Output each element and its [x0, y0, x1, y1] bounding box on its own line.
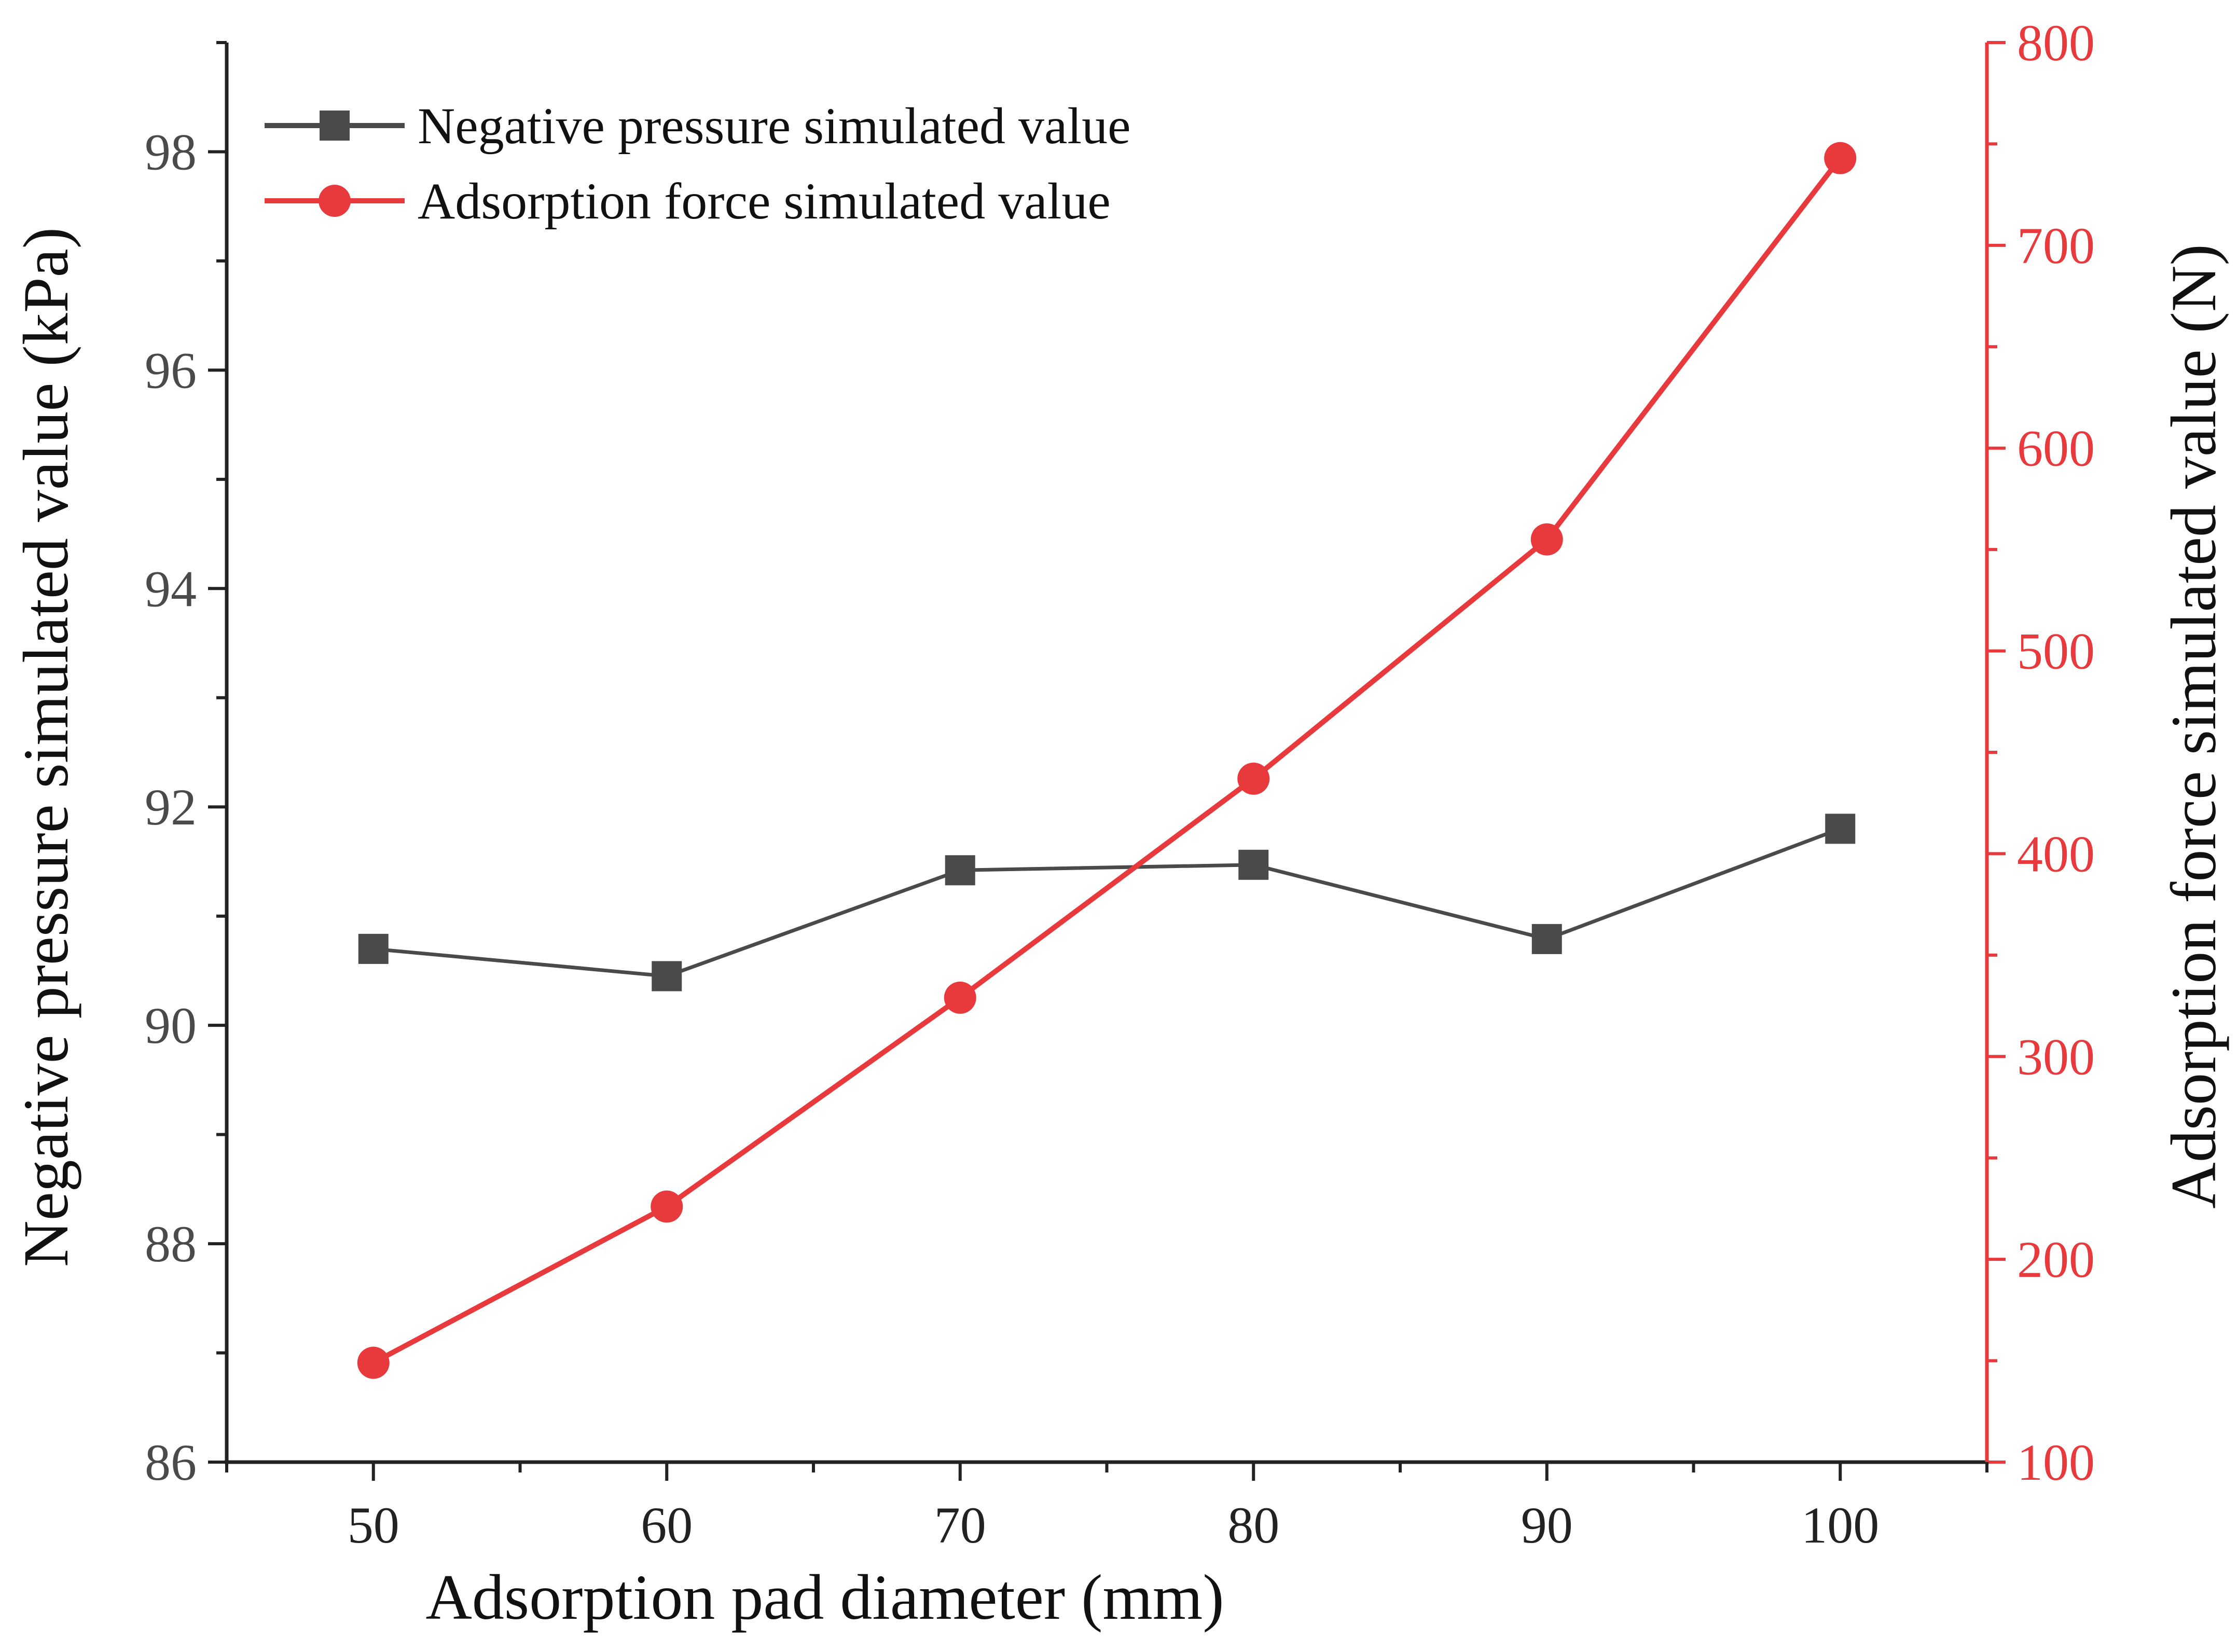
legend-entry-negative-pressure: Negative pressure simulated value: [265, 97, 1131, 155]
bottom-tick-label: 100: [1801, 1496, 1879, 1554]
bottom-tick-label: 70: [934, 1496, 986, 1554]
plot-frame: [225, 43, 1989, 1464]
left-tick-label: 96: [145, 341, 197, 399]
left-tick-label: 94: [145, 560, 197, 617]
right-tick-label: 700: [2017, 217, 2095, 274]
left-axis-title: Negative pressure simulated value (kPa): [10, 227, 81, 1267]
legend-entry-adsorption-force: Adsorption force simulated value: [265, 172, 1111, 230]
data-point-circle: [1530, 523, 1563, 556]
series-negative-pressure: [358, 814, 1856, 992]
legend-marker-square: [320, 111, 350, 141]
x-axis-title: Adsorption pad diameter (mm): [425, 1562, 1224, 1633]
right-tick-label: 600: [2017, 420, 2095, 477]
left-tick-label: 90: [145, 997, 197, 1054]
right-axis-title: Adsorption force simulated value (N): [2158, 244, 2229, 1208]
series-adsorption-force: [357, 142, 1857, 1379]
legend-label-negative-pressure: Negative pressure simulated value: [418, 97, 1131, 155]
data-point-square: [1531, 924, 1562, 954]
legend-label-adsorption-force: Adsorption force simulated value: [418, 172, 1111, 230]
data-point-circle: [1237, 762, 1270, 795]
left-tick-label: 98: [145, 123, 197, 181]
bottom-tick-label: 90: [1521, 1496, 1573, 1554]
bottom-tick-label: 60: [641, 1496, 693, 1554]
right-tick-label: 800: [2017, 14, 2095, 72]
series-layer: [357, 142, 1857, 1379]
left-tick-label: 86: [145, 1434, 197, 1491]
left-tick-label: 92: [145, 778, 197, 836]
left-tick-label: 88: [145, 1215, 197, 1273]
data-point-square: [358, 933, 389, 964]
right-tick-label: 100: [2017, 1434, 2095, 1491]
right-axis-ticks: 100 200 300 400 500 600 700 800: [1987, 14, 2095, 1491]
left-axis-ticks: 86 88 90 92 94 96 98: [145, 41, 227, 1491]
legend-marker-circle: [319, 185, 351, 217]
data-point-square: [1238, 849, 1269, 880]
legend: Negative pressure simulated value Adsorp…: [265, 97, 1131, 230]
data-point-circle: [651, 1190, 683, 1223]
data-point-square: [1825, 814, 1856, 844]
series-line: [373, 827, 1841, 978]
data-point-square: [945, 855, 975, 886]
right-tick-label: 300: [2017, 1028, 2095, 1085]
bottom-tick-label: 50: [348, 1496, 399, 1554]
data-point-circle: [1824, 142, 1857, 174]
data-point-circle: [357, 1346, 390, 1379]
right-tick-label: 500: [2017, 623, 2095, 680]
right-tick-label: 400: [2017, 825, 2095, 883]
bottom-tick-label: 80: [1227, 1496, 1279, 1554]
series-line: [372, 156, 1843, 1365]
right-tick-label: 200: [2017, 1231, 2095, 1288]
data-point-circle: [944, 981, 976, 1014]
bottom-axis-ticks: 50 60 70 80 90 100: [225, 1462, 1988, 1554]
data-point-square: [652, 961, 682, 992]
